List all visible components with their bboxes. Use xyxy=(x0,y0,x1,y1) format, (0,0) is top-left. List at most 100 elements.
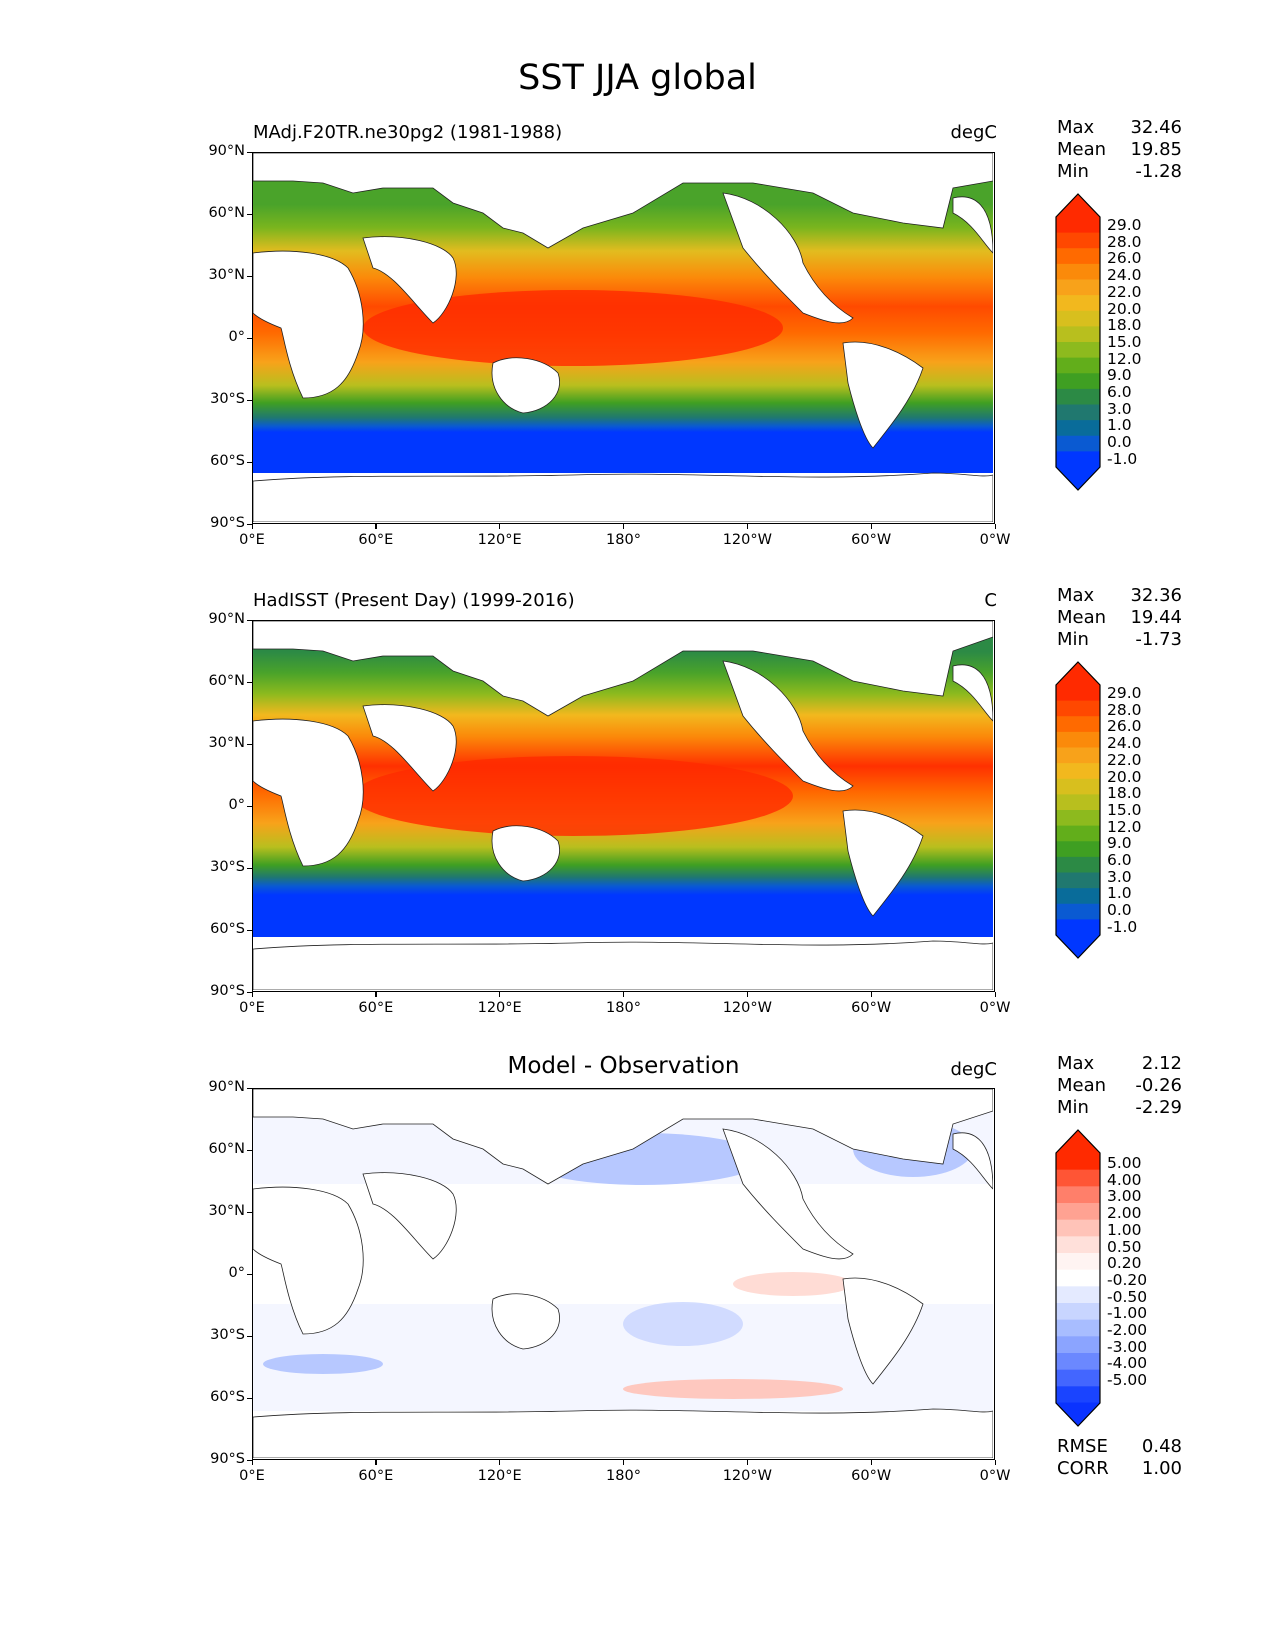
panel-1-lon-tick-mark xyxy=(375,524,377,529)
colorbar-segment xyxy=(1056,1269,1100,1287)
panel-1-lon-tick-mark xyxy=(870,524,872,529)
panel-1-lat-tick-mark xyxy=(247,151,252,153)
panel-3-lat-tick-mark xyxy=(247,1335,252,1337)
colorbar-segment xyxy=(1056,326,1100,343)
panel-2-lat-tick-label: 60°N xyxy=(208,673,245,689)
colorbar-tick-label: 15.0 xyxy=(1107,800,1142,819)
colorbar-segment xyxy=(1056,1169,1100,1187)
panel-2-colorbar xyxy=(1055,661,1101,959)
panel-3-min-value: -2.29 xyxy=(1135,1097,1182,1118)
colorbar-tick-label: 22.0 xyxy=(1107,282,1142,301)
colorbar-segment xyxy=(1056,1336,1100,1354)
warm-pool xyxy=(353,756,793,836)
colorbar-segment xyxy=(1056,888,1100,905)
panel-1-lat-tick-mark xyxy=(247,337,252,339)
colorbar-bottom-arrow xyxy=(1056,934,1100,958)
colorbar-tick-label: -4.00 xyxy=(1107,1354,1148,1373)
colorbar-tick-label: 9.0 xyxy=(1107,834,1132,853)
colorbar-segment xyxy=(1056,357,1100,374)
colorbar-tick-label: 24.0 xyxy=(1107,734,1142,753)
panel-1-lon-tick-label: 0°W xyxy=(979,532,1011,548)
panel-1-lon-tick-label: 0°E xyxy=(239,532,265,548)
colorbar-tick-label: 1.00 xyxy=(1107,1220,1142,1239)
panel-3-lat-tick-label: 90°N xyxy=(208,1079,245,1095)
colorbar-segment xyxy=(1056,1219,1100,1237)
colorbar-segment xyxy=(1056,263,1100,281)
panel-3-lat-tick-mark xyxy=(247,1273,252,1275)
panel-2-lat-tick-label: 30°S xyxy=(210,859,245,875)
panel-3-lon-tick-mark xyxy=(623,1460,625,1465)
panel-2-lon-tick-mark xyxy=(746,992,749,997)
south-atlantic-cool xyxy=(263,1354,383,1374)
panel-2-lon-tick-mark xyxy=(870,992,872,997)
panel-2-left-title: HadISST (Present Day) (1999-2016) xyxy=(253,590,575,611)
panel-3-lat-tick-mark xyxy=(247,1087,252,1089)
panel-2-lat-tick-mark xyxy=(247,619,252,621)
panel-2-lon-tick-label: 120°W xyxy=(722,1000,772,1016)
panel-1-lon-tick-label: 120°E xyxy=(477,532,522,548)
panel-3-lat-tick-label: 90°S xyxy=(210,1451,245,1467)
colorbar-bottom-arrow xyxy=(1056,466,1100,490)
colorbar-segment xyxy=(1056,856,1100,874)
panel-2-lon-tick-label: 0°W xyxy=(979,1000,1011,1016)
southern-ocean-warm xyxy=(623,1379,843,1399)
panel-3-lat-tick-label: 60°N xyxy=(208,1141,245,1157)
panel-2-max-label: Max xyxy=(1057,585,1095,606)
colorbar-tick-label: 3.0 xyxy=(1107,399,1132,418)
colorbar-tick-label: 4.00 xyxy=(1107,1170,1142,1189)
colorbar-segment xyxy=(1056,1286,1100,1304)
panel-2-lat-tick-mark xyxy=(247,743,252,745)
panel-1-lon-tick-mark xyxy=(251,524,253,529)
panel-1-max-label: Max xyxy=(1057,117,1095,138)
panel-1-lon-tick-label: 180° xyxy=(606,532,641,548)
panel-1-lat-tick-mark xyxy=(247,275,252,277)
panel-3-lon-tick-mark xyxy=(870,1460,872,1465)
panel-2-mean-value: 19.44 xyxy=(1130,607,1182,628)
colorbar-segment xyxy=(1056,1369,1100,1387)
panel-3-max-label: Max xyxy=(1057,1053,1095,1074)
colorbar-tick-label: 20.0 xyxy=(1107,299,1142,318)
colorbar-tick-label: 20.0 xyxy=(1107,767,1142,786)
warm-pool xyxy=(363,290,783,366)
panel-1-min-label: Min xyxy=(1057,161,1089,182)
panel-3-center-title: Model - Observation xyxy=(507,1053,740,1079)
colorbar-tick-label: 12.0 xyxy=(1107,349,1142,368)
panel-2-min-label: Min xyxy=(1057,629,1089,650)
panel-1-min-value: -1.28 xyxy=(1135,161,1182,182)
panel-3-lat-tick-label: 30°N xyxy=(208,1203,245,1219)
colorbar-segment xyxy=(1056,716,1100,733)
colorbar-tick-label: 1.0 xyxy=(1107,884,1132,903)
colorbar-tick-label: 22.0 xyxy=(1107,750,1142,769)
colorbar-segment xyxy=(1056,1253,1100,1271)
colorbar-segment xyxy=(1056,778,1100,795)
panel-1-lon-tick-mark xyxy=(746,524,749,529)
panel-2-lon-tick-mark xyxy=(623,992,625,997)
panel-1-lon-tick-label: 60°E xyxy=(358,532,394,548)
panel-2-lat-tick-label: 90°N xyxy=(208,611,245,627)
figure-title: SST JJA global xyxy=(518,58,757,98)
colorbar-segment xyxy=(1056,1236,1100,1254)
panel-1-lat-tick-mark xyxy=(247,523,252,525)
colorbar-tick-label: 5.00 xyxy=(1107,1154,1142,1172)
colorbar-tick-label: 0.50 xyxy=(1107,1237,1142,1256)
colorbar-tick-label: 28.0 xyxy=(1107,700,1142,719)
panel-2-lon-tick-label: 180° xyxy=(606,1000,641,1016)
panel-3-lat-tick-mark xyxy=(247,1211,252,1213)
panel-3-lon-tick-label: 120°W xyxy=(722,1468,772,1484)
colorbar-segment xyxy=(1056,295,1100,312)
colorbar-segment xyxy=(1056,248,1100,265)
colorbar-segment xyxy=(1056,435,1100,452)
panel-3-mean-label: Mean xyxy=(1057,1075,1107,1096)
colorbar-segment xyxy=(1056,232,1100,249)
colorbar-tick-label: 9.0 xyxy=(1107,366,1132,385)
panel-3-lat-tick-mark xyxy=(247,1459,252,1461)
colorbar-segment xyxy=(1056,451,1100,468)
panel-3-units: degC xyxy=(950,1059,998,1080)
panel-3-colorbar xyxy=(1055,1129,1101,1427)
colorbar-tick-label: -0.50 xyxy=(1107,1287,1148,1306)
panel-3-rmse-value: 0.48 xyxy=(1141,1436,1182,1457)
panel-1-colorbar-labels: 29.0 28.0 26.0 24.0 22.0 20.0 18.0 15.0 12.0 9.0 6… xyxy=(1107,217,1142,468)
panel-2-lat-tick-label: 0° xyxy=(228,797,245,813)
colorbar-tick-label: 24.0 xyxy=(1107,266,1142,285)
colorbar-segment xyxy=(1056,310,1100,327)
